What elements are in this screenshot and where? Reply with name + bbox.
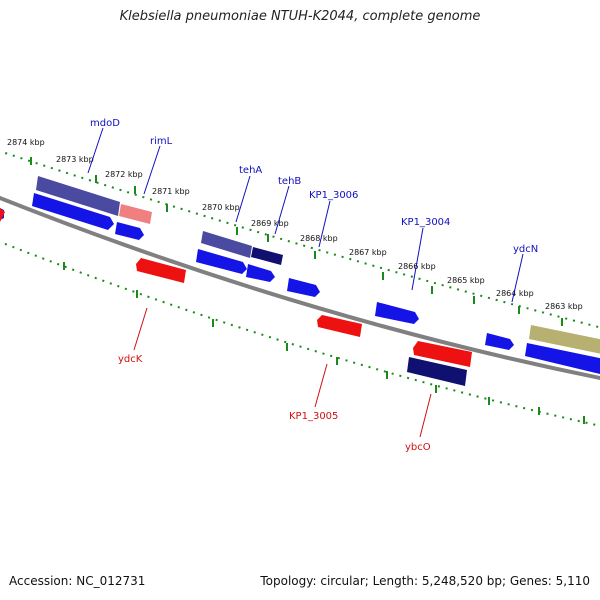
kbp-label: 2870 kbp bbox=[202, 203, 240, 212]
scale-track-bottom bbox=[0, 240, 600, 427]
gene-label-ydcK: ydcK bbox=[118, 354, 143, 365]
kbp-label: 2869 kbp bbox=[251, 219, 289, 228]
gene-rimL bbox=[119, 204, 152, 224]
gene-label-ydcN: ydcN bbox=[513, 244, 538, 255]
kbp-label: 2863 kbp bbox=[545, 302, 583, 311]
genes-top-strand bbox=[36, 176, 600, 354]
scale-ticks-top bbox=[30, 157, 563, 326]
kbp-label: 2874 kbp bbox=[7, 138, 45, 147]
gene-label-mdoD: mdoD bbox=[90, 118, 120, 129]
kbp-label: 2871 kbp bbox=[152, 187, 190, 196]
label-leaders-top bbox=[87, 127, 524, 303]
gene-label-rimL: rimL bbox=[150, 136, 173, 147]
genome-backbone bbox=[0, 195, 600, 381]
gene-label-tehB: tehB bbox=[278, 176, 301, 187]
kbp-label: 2873 kbp bbox=[56, 155, 94, 164]
gene-labels-bottom: ydcK KP1_3005 ybcO bbox=[118, 354, 431, 453]
gene-label-KP1_3004: KP1_3004 bbox=[401, 217, 450, 228]
gene-label-tehA: tehA bbox=[239, 165, 262, 176]
gene-mdoD bbox=[36, 176, 120, 216]
gene-tehA bbox=[201, 231, 252, 258]
gene-labels-top: mdoD rimL tehA tehB KP1_3006 KP1_3004 yd… bbox=[90, 118, 538, 255]
kbp-label: 2867 kbp bbox=[349, 248, 387, 257]
scale-ticks-bottom bbox=[63, 262, 585, 424]
map-title: Klebsiella pneumoniae NTUH-K2044, comple… bbox=[119, 9, 481, 24]
accession-text: Accession: NC_012731 bbox=[9, 574, 146, 588]
scale-labels: 2874 kbp 2873 kbp 2872 kbp 2871 kbp 2870… bbox=[7, 138, 583, 311]
gene-label-KP1_3005: KP1_3005 bbox=[289, 411, 338, 422]
gene-tehB bbox=[251, 247, 283, 265]
gene-ybcO bbox=[407, 357, 467, 386]
kbp-label: 2865 kbp bbox=[447, 276, 485, 285]
genes-forward-blue bbox=[0, 193, 600, 375]
kbp-label: 2868 kbp bbox=[300, 234, 338, 243]
kbp-label: 2864 kbp bbox=[496, 289, 534, 298]
gene-label-ybcO: ybcO bbox=[405, 442, 431, 453]
kbp-label: 2872 kbp bbox=[105, 170, 143, 179]
genes-reverse-red bbox=[0, 208, 472, 367]
kbp-label: 2866 kbp bbox=[398, 262, 436, 271]
genome-summary-text: Topology: circular; Length: 5,248,520 bp… bbox=[260, 574, 590, 588]
label-leaders-bottom bbox=[133, 307, 432, 438]
gene-ydcN bbox=[529, 325, 600, 354]
gene-label-KP1_3006: KP1_3006 bbox=[309, 190, 358, 201]
